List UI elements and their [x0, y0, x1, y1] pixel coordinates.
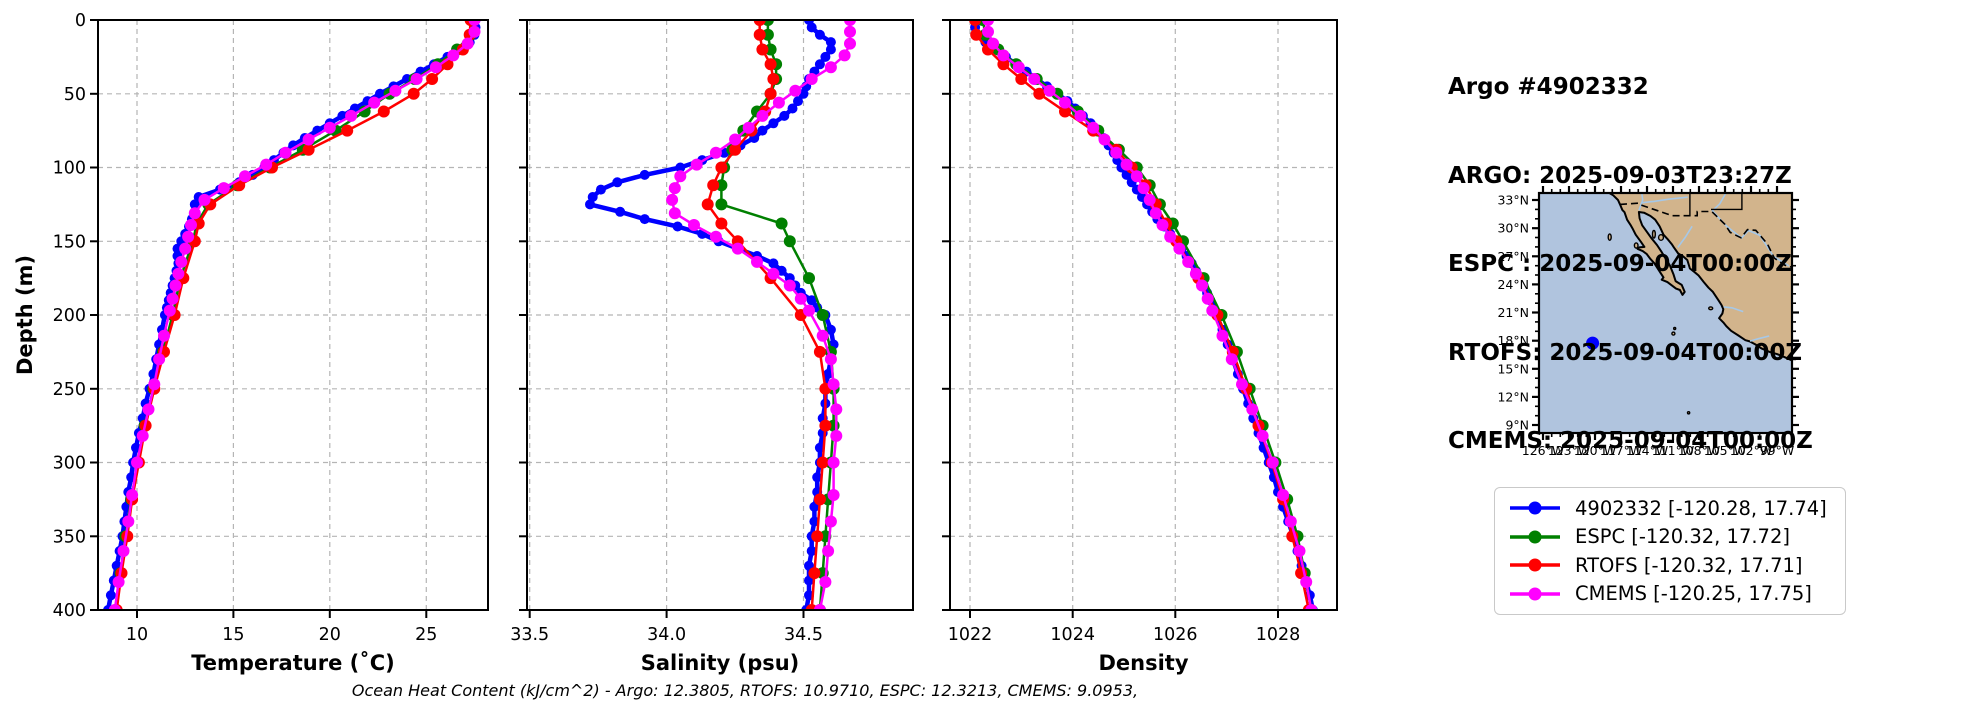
map-lat-tick-label: 15°N: [1497, 361, 1529, 376]
map-river: [1638, 193, 1644, 211]
figure-title: Argo #4902332 ARGO: 2025-09-03T23:27Z ES…: [1448, 14, 1813, 516]
map-lon-tick-label: 123°W: [1548, 443, 1590, 458]
legend-line-marker-icon: [1510, 501, 1560, 515]
density-axis-label: Density: [1098, 651, 1188, 675]
map-lon-tick-label: 120°W: [1574, 443, 1616, 458]
depth-axis-label: Depth (m): [13, 255, 37, 375]
map-lat-tick-label: 18°N: [1497, 333, 1529, 348]
temperature-axis-label: Temperature (˚C): [191, 651, 394, 675]
depth-tick-label: 350: [53, 527, 86, 547]
map-lat-tick-label: 9°N: [1505, 418, 1529, 433]
salinity-axis-label: Salinity (psu): [641, 651, 800, 675]
map-lon-tick-label: 105°W: [1704, 443, 1746, 458]
series-rtofs-salinity: [701, 20, 832, 610]
temperature-xtick-label: 20: [319, 625, 341, 645]
title-line-rtofs-time: RTOFS: 2025-09-04T00:00Z: [1448, 339, 1803, 366]
map-state-line: [1711, 193, 1743, 211]
salinity-xtick-label: 34.5: [784, 625, 823, 645]
legend-item-label: RTOFS [-120.32, 17.71]: [1575, 553, 1803, 577]
depth-tick-label: 200: [53, 306, 86, 326]
map-landmass: [1608, 193, 1792, 362]
map-island: [1671, 331, 1676, 336]
legend-item-label: CMEMS [-120.25, 17.75]: [1575, 582, 1812, 605]
map-lat-tick-label: 24°N: [1497, 277, 1529, 292]
depth-tick-label: 0: [75, 11, 86, 31]
map-island: [1672, 326, 1677, 331]
map-lon-tick-label: 114°W: [1626, 443, 1668, 458]
legend-line-marker-icon: [1510, 558, 1560, 572]
map-lon-tick-label: 111°W: [1652, 443, 1694, 458]
title-line-cmems-time: CMEMS: 2025-09-04T00:00Z: [1448, 428, 1813, 454]
ocean-heat-content-note: Ocean Heat Content (kJ/cm^2) - Argo: 12.…: [351, 681, 1139, 700]
legend-item-label: ESPC [-120.32, 17.72]: [1575, 525, 1790, 548]
legend-item-label: 4902332 [-120.28, 17.74]: [1575, 496, 1827, 520]
legend-item: 4902332 [-120.28, 17.74]: [1507, 494, 1833, 522]
title-line-argo-time: ARGO: 2025-09-03T23:27Z: [1448, 162, 1792, 189]
map-island: [1707, 306, 1714, 311]
density-xtick-label: 1026: [1153, 625, 1198, 645]
density-panel: 1022 1024 1026 1028 Density: [942, 19, 1338, 675]
map-lat-tick-label: 21°N: [1497, 305, 1529, 320]
salinity-xtick-label: 34.0: [647, 625, 686, 645]
map-lon-tick-label: 117°W: [1600, 443, 1642, 458]
legend-line-marker-icon: [1510, 530, 1560, 544]
map-lat-tick-label: 30°N: [1497, 221, 1529, 236]
map-river: [1642, 196, 1688, 204]
depth-tick-label: 400: [53, 601, 86, 621]
map-island: [1657, 233, 1665, 241]
map-island: [1607, 233, 1612, 242]
map-island: [1651, 229, 1656, 239]
depth-tick-label: 150: [53, 232, 86, 252]
series-cmems-density: [982, 20, 1318, 610]
legend-item: ESPC [-120.32, 17.72]: [1507, 523, 1833, 551]
salinity-panel: 33.5 34.0 34.5 Salinity (psu): [510, 19, 914, 675]
temperature-xtick-label: 25: [415, 625, 437, 645]
depth-tick-label: 250: [53, 380, 86, 400]
density-xtick-label: 1022: [948, 625, 993, 645]
map-river: [1723, 306, 1744, 313]
density-xtick-label: 1024: [1050, 625, 1095, 645]
float-location-dot: [1586, 336, 1600, 350]
map-lon-tick-label: 126°W: [1522, 443, 1564, 458]
legend: 4902332 [-120.28, 17.74] ESPC [-120.32, …: [1494, 487, 1846, 615]
map-lon-tick-label: 102°W: [1730, 443, 1772, 458]
salinity-xtick-label: 33.5: [510, 625, 549, 645]
map-lon-tick-label: 99°W: [1760, 443, 1795, 458]
temperature-panel: 10 15 20 25050100150200250300350400Temperat…: [53, 11, 489, 675]
temperature-xtick-label: 15: [222, 625, 244, 645]
map-river: [1677, 225, 1693, 248]
location-map: 126°W123°W120°W117°W114°W111°W108°W105°W…: [1497, 186, 1799, 458]
map-lat-tick-label: 12°N: [1497, 389, 1529, 404]
density-xtick-label: 1028: [1256, 625, 1301, 645]
series-cmems-salinity: [666, 20, 856, 610]
map-land-layer: [1607, 193, 1792, 415]
legend-line-marker-icon: [1510, 587, 1560, 601]
grid-lines: [950, 19, 1337, 611]
map-island: [1633, 242, 1639, 249]
profile-charts: 10 15 20 25050100150200250300350400Temperat…: [13, 11, 1338, 675]
depth-tick-label: 100: [53, 159, 86, 179]
depth-tick-label: 50: [64, 85, 86, 105]
title-line-espc-time: ESPC : 2025-09-04T00:00Z: [1448, 251, 1792, 277]
temperature-xtick-label: 10: [126, 625, 148, 645]
grid-lines: [98, 19, 488, 611]
map-lon-tick-label: 108°W: [1678, 443, 1720, 458]
map-island: [1686, 410, 1691, 415]
map-lat-tick-label: 27°N: [1497, 249, 1529, 264]
legend-item: RTOFS [-120.32, 17.71]: [1507, 551, 1833, 579]
map-river: [1749, 335, 1770, 342]
series-cmems-temperature: [108, 20, 481, 610]
map-border-dashed: [1619, 202, 1792, 268]
title-line-float-id: Argo #4902332: [1448, 74, 1649, 100]
map-lat-tick-label: 33°N: [1497, 193, 1529, 208]
legend-item: CMEMS [-120.25, 17.75]: [1507, 580, 1833, 608]
grid-lines: [527, 19, 913, 611]
depth-tick-label: 300: [53, 454, 86, 474]
